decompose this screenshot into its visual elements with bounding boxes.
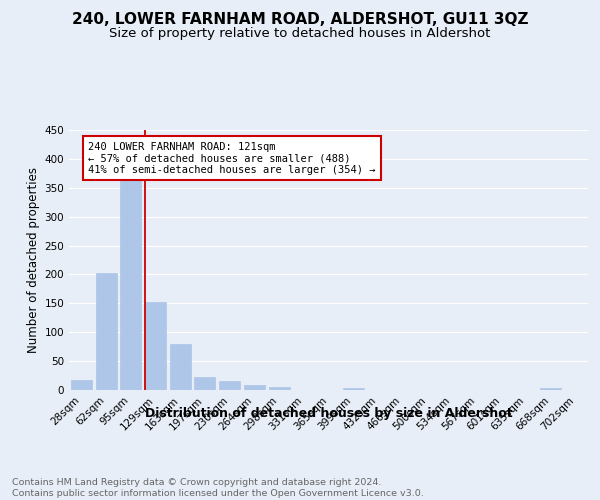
Bar (120, 179, 141, 390)
Bar (71, 380, 92, 390)
Bar (145, 302, 166, 390)
Bar (194, 376, 215, 390)
Bar (219, 381, 240, 390)
Text: Size of property relative to detached houses in Aldershot: Size of property relative to detached ho… (109, 28, 491, 40)
Text: Contains HM Land Registry data © Crown copyright and database right 2024.
Contai: Contains HM Land Registry data © Crown c… (12, 478, 424, 498)
Bar (343, 388, 364, 390)
Text: 240, LOWER FARNHAM ROAD, ALDERSHOT, GU11 3QZ: 240, LOWER FARNHAM ROAD, ALDERSHOT, GU11… (72, 12, 528, 28)
Y-axis label: Number of detached properties: Number of detached properties (27, 167, 40, 353)
Bar (269, 387, 290, 390)
Text: Distribution of detached houses by size in Aldershot: Distribution of detached houses by size … (145, 408, 512, 420)
Bar (541, 388, 562, 390)
Text: 240 LOWER FARNHAM ROAD: 121sqm
← 57% of detached houses are smaller (488)
41% of: 240 LOWER FARNHAM ROAD: 121sqm ← 57% of … (88, 142, 376, 175)
Bar (95, 274, 116, 390)
Bar (244, 386, 265, 390)
Bar (170, 344, 191, 390)
